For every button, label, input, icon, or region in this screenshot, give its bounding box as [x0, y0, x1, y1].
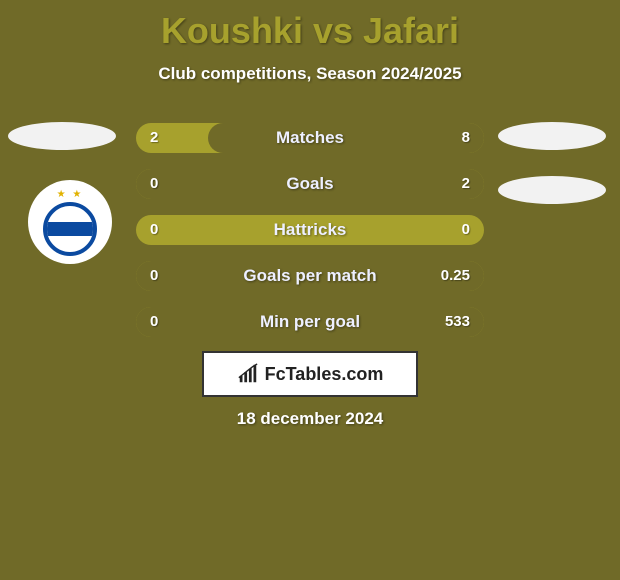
bar-label: Min per goal	[136, 307, 484, 337]
watermark: FcTables.com	[202, 351, 418, 397]
player-right-badge-2	[498, 176, 606, 204]
club-crest-icon: ★ ★	[28, 180, 112, 264]
bar-label: Hattricks	[136, 215, 484, 245]
bar-matches: 2 Matches 8	[136, 123, 484, 153]
chart-bars-icon	[237, 363, 259, 385]
crest-stars-icon: ★ ★	[57, 189, 84, 200]
bar-goals-per-match: 0 Goals per match 0.25	[136, 261, 484, 291]
comparison-card: Koushki vs Jafari Club competitions, Sea…	[0, 0, 620, 580]
bar-right-value: 8	[462, 123, 470, 153]
page-title: Koushki vs Jafari	[0, 0, 620, 52]
bar-goals: 0 Goals 2	[136, 169, 484, 199]
bar-right-value: 2	[462, 169, 470, 199]
bar-hattricks: 0 Hattricks 0	[136, 215, 484, 245]
bar-right-value: 0.25	[441, 261, 470, 291]
bar-label: Goals	[136, 169, 484, 199]
crest-stripe-icon	[47, 222, 93, 236]
bar-right-value: 533	[445, 307, 470, 337]
date-label: 18 december 2024	[0, 409, 620, 429]
crest-ring-icon	[43, 202, 97, 256]
bar-right-value: 0	[462, 215, 470, 245]
player-left-badge	[8, 122, 116, 150]
stats-bars: 2 Matches 8 0 Goals 2 0 Hattricks 0 0 Go…	[136, 123, 484, 353]
bar-label: Matches	[136, 123, 484, 153]
subtitle: Club competitions, Season 2024/2025	[0, 64, 620, 84]
player-right-badge	[498, 122, 606, 150]
bar-label: Goals per match	[136, 261, 484, 291]
watermark-text: FcTables.com	[265, 364, 384, 385]
bar-min-per-goal: 0 Min per goal 533	[136, 307, 484, 337]
